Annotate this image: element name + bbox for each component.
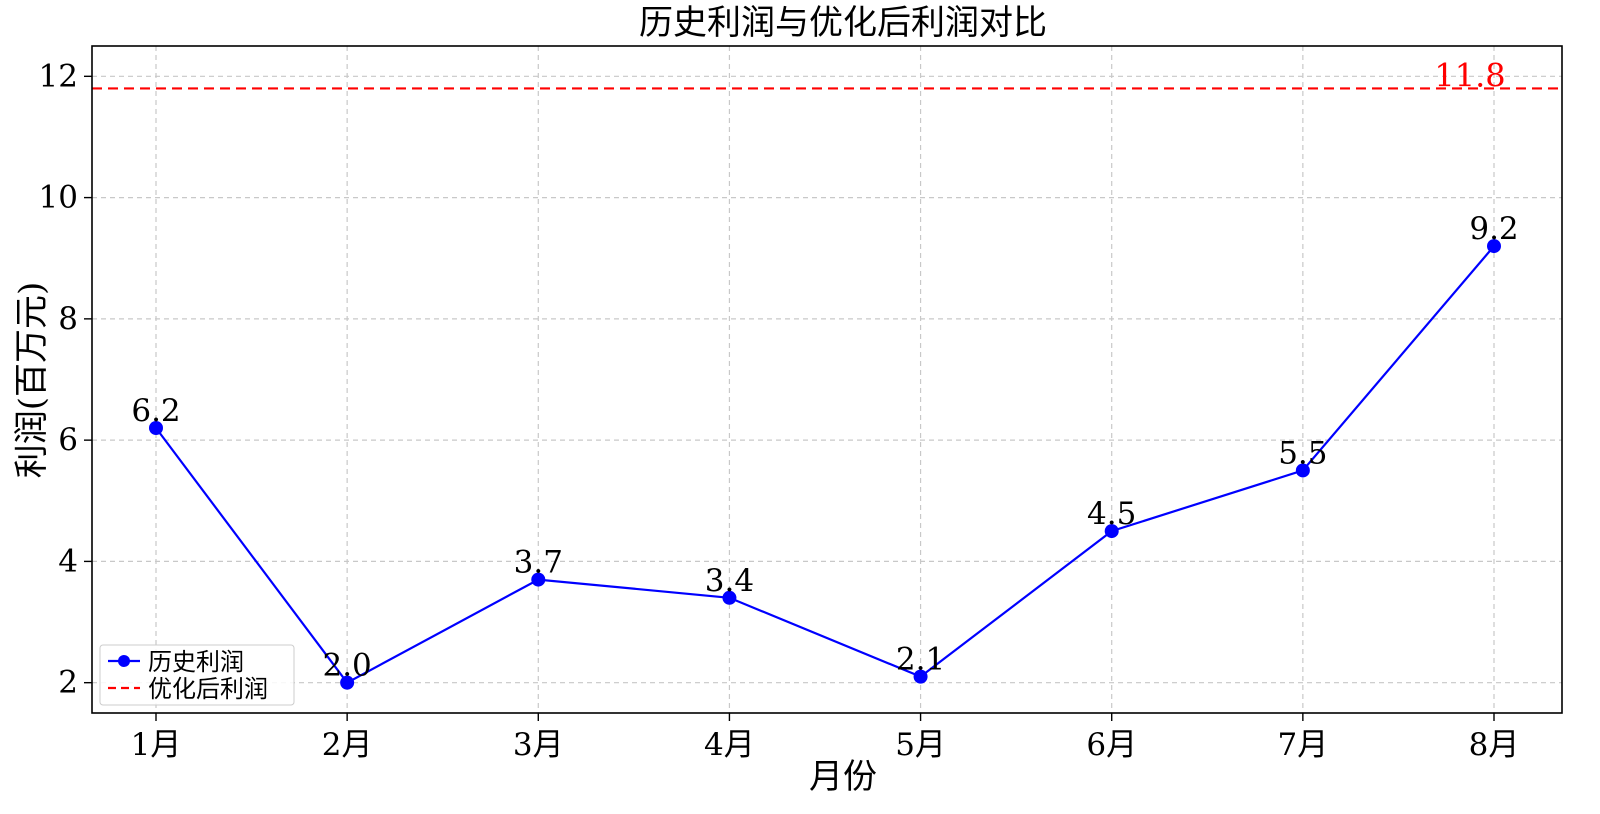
data-label: 4.5 — [1087, 496, 1136, 532]
legend-series-marker — [118, 655, 130, 667]
data-point — [1487, 239, 1501, 254]
data-point — [1104, 524, 1119, 539]
data-label: 9.2 — [1469, 211, 1518, 247]
legend-series-label: 历史利润 — [148, 648, 244, 676]
x-tick-label: 4月 — [704, 727, 755, 763]
x-axis-label: 月份 — [809, 757, 877, 797]
reference-line-layer: 11.8 — [92, 56, 1562, 94]
series-layer: 6.2 2.0 3.7 3.4 2.1 4.5 5.5 9.2 — [131, 211, 1519, 690]
x-tick-label: 1月 — [131, 727, 182, 763]
axis-layer: 2 4 6 8 10 12 1月 2月 3月 4月 5月 6月 7月 8月 — [39, 45, 1563, 763]
legend-box — [99, 644, 295, 706]
y-tick-label: 8 — [58, 301, 78, 337]
y-tick-label: 6 — [58, 422, 78, 458]
legend-reference-label: 优化后利润 — [148, 675, 268, 703]
x-tick-label: 5月 — [895, 727, 946, 763]
data-label: 6.2 — [131, 393, 180, 429]
x-tick-label: 6月 — [1086, 727, 1137, 763]
data-label: 5.5 — [1278, 435, 1327, 471]
data-label: 2.0 — [322, 648, 371, 684]
data-label: 2.1 — [896, 642, 945, 678]
y-tick-label: 2 — [58, 665, 78, 701]
data-point — [1295, 463, 1310, 478]
x-tick-label: 7月 — [1277, 727, 1328, 763]
x-tick-label: 2月 — [322, 727, 373, 763]
data-point — [722, 590, 737, 605]
data-point — [913, 669, 928, 684]
grid-layer — [92, 46, 1562, 713]
series-line — [155, 245, 1495, 685]
y-tick-label: 4 — [58, 543, 78, 579]
y-tick-label: 12 — [39, 58, 78, 94]
reference-line-label: 11.8 — [1434, 56, 1505, 94]
y-tick-label: 10 — [39, 180, 78, 216]
data-point — [531, 572, 546, 587]
data-point — [149, 421, 163, 436]
plot-frame — [91, 45, 1563, 714]
data-label: 3.4 — [705, 563, 754, 599]
data-point — [340, 675, 355, 690]
data-label: 3.7 — [514, 545, 563, 581]
chart-title: 历史利润与优化后利润对比 — [639, 3, 1047, 43]
y-axis-label: 利润(百万元) — [12, 282, 52, 479]
x-tick-label: 8月 — [1469, 727, 1520, 763]
x-tick-label: 3月 — [513, 727, 564, 763]
